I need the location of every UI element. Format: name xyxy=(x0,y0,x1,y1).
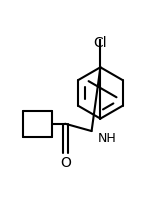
Text: O: O xyxy=(60,156,71,170)
Text: NH: NH xyxy=(98,132,117,145)
Text: Cl: Cl xyxy=(94,36,107,50)
